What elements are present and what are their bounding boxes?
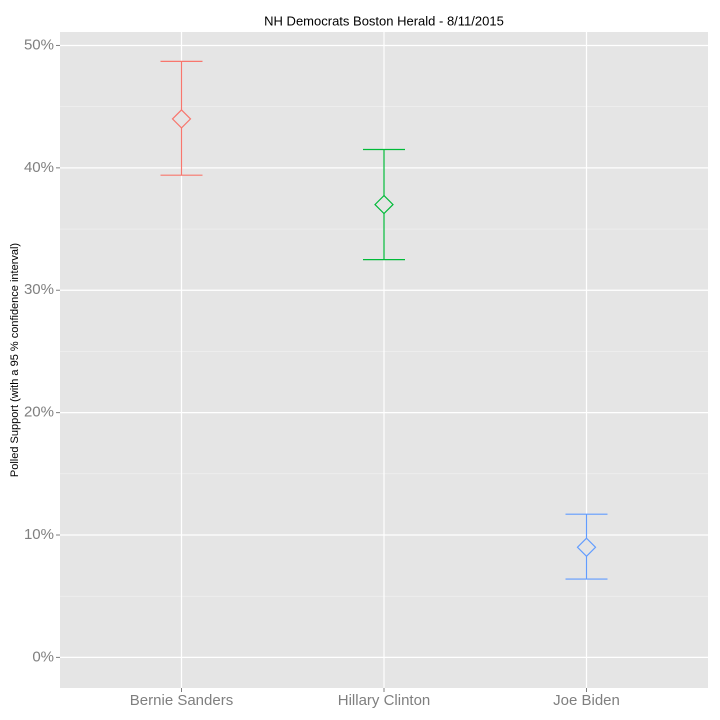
x-tick-label: Bernie Sanders [130, 692, 233, 709]
y-axis-label: Polled Support (with a 95 % confidence i… [9, 243, 21, 477]
point [171, 109, 192, 129]
x-tick-label: Hillary Clinton [338, 692, 431, 709]
point [374, 194, 394, 215]
y-tick-label: 30% [24, 281, 54, 298]
y-tick-label: 20% [24, 404, 54, 421]
y-tick-label: 50% [24, 36, 54, 53]
x-tick-label: Joe Biden [553, 692, 620, 709]
y-tick-label: 0% [32, 648, 54, 665]
point [576, 537, 597, 558]
chart-title: NH Democrats Boston Herald - 8/11/2015 [264, 13, 504, 28]
y-tick-label: 10% [24, 526, 54, 543]
y-tick-label: 40% [24, 159, 54, 176]
